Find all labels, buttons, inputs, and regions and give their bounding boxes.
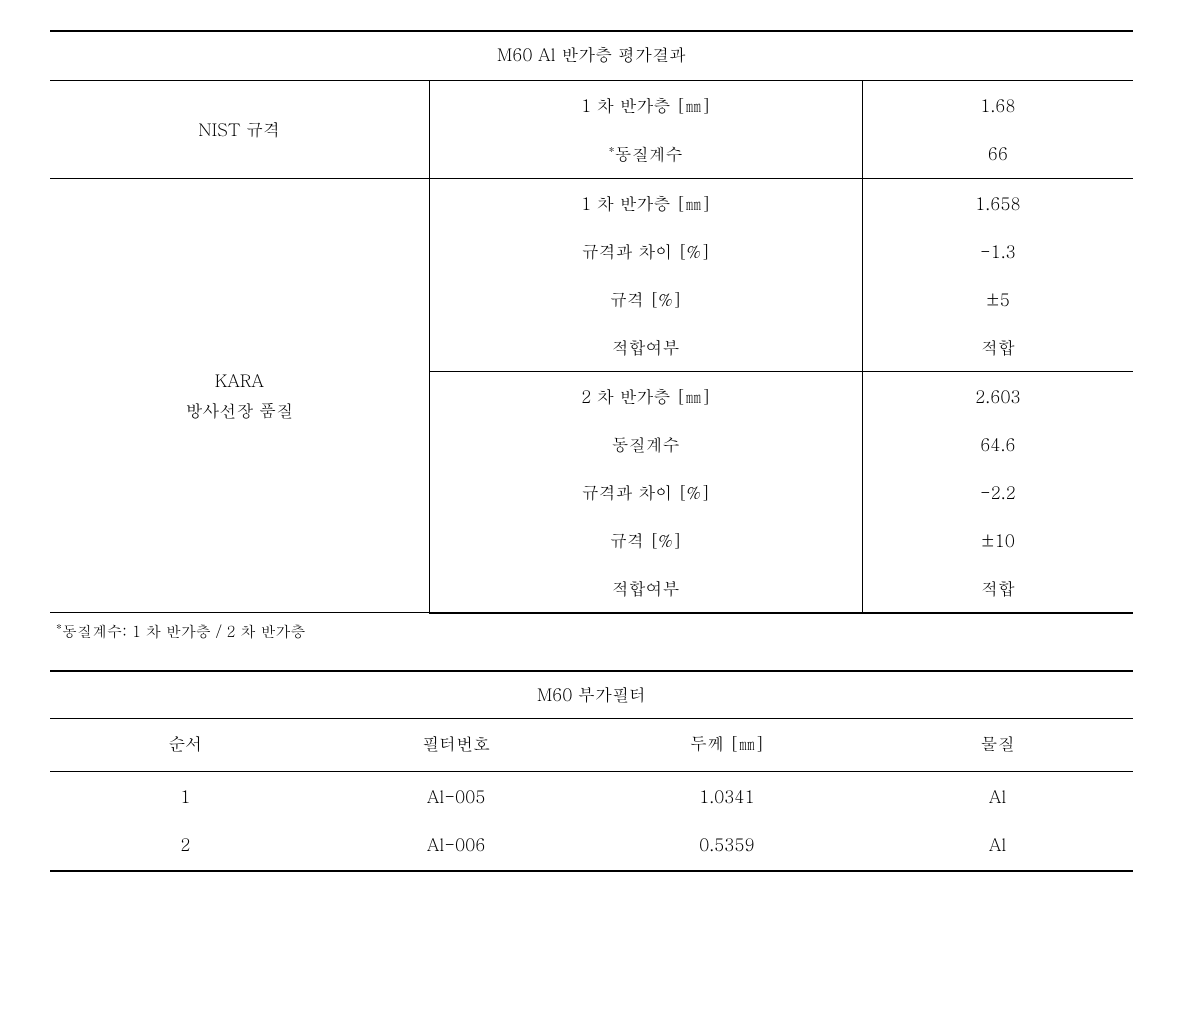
kara-g1-row-1: KARA 방사선장 품질 1 차 반가층 [㎜] 1.658 xyxy=(50,178,1133,227)
kara-label-line2: 방사선장 품질 xyxy=(185,398,293,422)
table1-footnote: *동질계수: 1 차 반가층 / 2 차 반가층 xyxy=(50,614,1133,670)
kara-g1-param-1: 1 차 반가층 [㎜] xyxy=(429,178,862,227)
nist-param-1: 1 차 반가층 [㎜] xyxy=(429,81,862,130)
table2-r1-c1: 1 xyxy=(50,771,321,820)
table2-row-1: 1 Al-005 1.0341 Al xyxy=(50,771,1133,820)
table2-header-row: 순서 필터번호 두께 [㎜] 물질 xyxy=(50,718,1133,771)
kara-g2-param-4: 규격 [%] xyxy=(429,516,862,564)
kara-g2-param-1: 2 차 반가층 [㎜] xyxy=(429,371,862,420)
kara-g1-value-1: 1.658 xyxy=(862,178,1133,227)
table2-title: M60 부가필터 xyxy=(50,671,1133,719)
evaluation-results-table: M60 Al 반가층 평가결과 NIST 규격 1 차 반가층 [㎜] 1.68… xyxy=(50,30,1133,614)
nist-row-1: NIST 규격 1 차 반가층 [㎜] 1.68 xyxy=(50,81,1133,130)
kara-g1-param-4: 적합여부 xyxy=(429,323,862,372)
kara-g2-param-5: 적합여부 xyxy=(429,564,862,613)
kara-label-line1: KARA xyxy=(215,368,264,392)
nist-label: NIST 규격 xyxy=(50,81,429,179)
table2-r2-c4: Al xyxy=(862,820,1133,871)
table2-r2-c3: 0.5359 xyxy=(592,820,863,871)
footnote-text: 동질계수: 1 차 반가층 / 2 차 반가층 xyxy=(62,621,305,642)
additional-filter-table: M60 부가필터 순서 필터번호 두께 [㎜] 물질 1 Al-005 1.03… xyxy=(50,670,1133,872)
table2-r1-c2: Al-005 xyxy=(321,771,592,820)
table1-title-row: M60 Al 반가층 평가결과 xyxy=(50,31,1133,81)
table2-title-row: M60 부가필터 xyxy=(50,671,1133,719)
kara-g1-param-2: 규격과 차이 [%] xyxy=(429,227,862,275)
table2-row-2: 2 Al-006 0.5359 Al xyxy=(50,820,1133,871)
table2-header-c1: 순서 xyxy=(50,718,321,771)
kara-g2-value-3: -2.2 xyxy=(862,468,1133,516)
kara-g2-value-4: ±10 xyxy=(862,516,1133,564)
nist-param-2: *동질계수 xyxy=(429,129,862,178)
table2-header-c2: 필터번호 xyxy=(321,718,592,771)
kara-g2-value-2: 64.6 xyxy=(862,420,1133,468)
nist-value-1: 1.68 xyxy=(862,81,1133,130)
table2-header-c3: 두께 [㎜] xyxy=(592,718,863,771)
kara-g2-value-1: 2.603 xyxy=(862,371,1133,420)
nist-param-2-text: 동질계수 xyxy=(615,142,683,166)
table2-r1-c3: 1.0341 xyxy=(592,771,863,820)
kara-g1-param-3: 규격 [%] xyxy=(429,275,862,323)
kara-g2-param-2: 동질계수 xyxy=(429,420,862,468)
nist-value-2: 66 xyxy=(862,129,1133,178)
kara-g2-value-5: 적합 xyxy=(862,564,1133,613)
table1-title: M60 Al 반가층 평가결과 xyxy=(50,31,1133,81)
kara-label-cell: KARA 방사선장 품질 xyxy=(50,178,429,613)
table2-r2-c2: Al-006 xyxy=(321,820,592,871)
kara-label: KARA 방사선장 품질 xyxy=(50,365,429,426)
table2-r1-c4: Al xyxy=(862,771,1133,820)
table2-header-c4: 물질 xyxy=(862,718,1133,771)
kara-g2-param-3: 규격과 차이 [%] xyxy=(429,468,862,516)
table2-r2-c1: 2 xyxy=(50,820,321,871)
kara-g1-value-3: ±5 xyxy=(862,275,1133,323)
kara-g1-value-2: -1.3 xyxy=(862,227,1133,275)
kara-g1-value-4: 적합 xyxy=(862,323,1133,372)
